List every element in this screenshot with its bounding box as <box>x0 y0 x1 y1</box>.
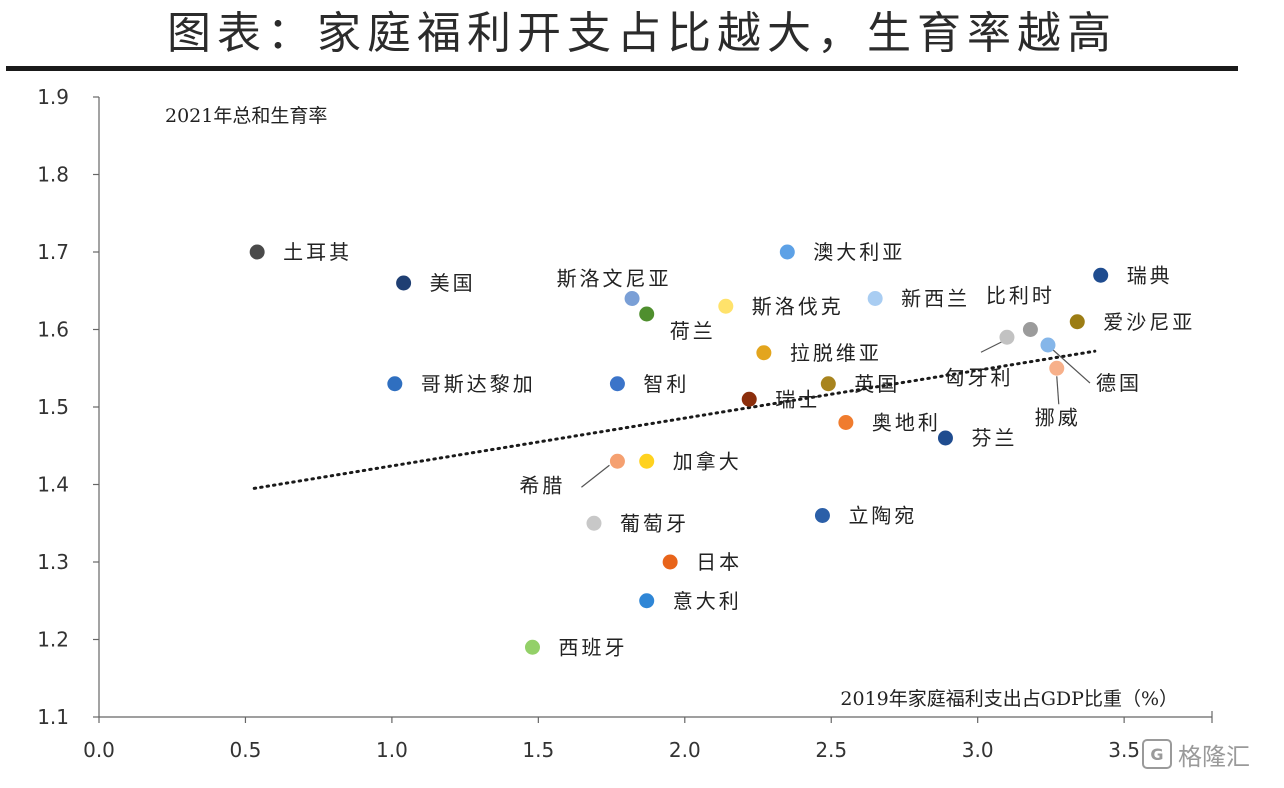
data-point-label: 奥地利 <box>872 411 941 435</box>
data-point-label: 斯洛伐克 <box>752 294 844 318</box>
data-point-label: 瑞士 <box>775 387 821 411</box>
data-point <box>999 329 1015 345</box>
leader-line <box>1051 348 1091 384</box>
data-point <box>609 376 625 392</box>
data-point <box>249 244 265 260</box>
watermark-logo-icon: G <box>1142 739 1172 769</box>
data-point-label: 比利时 <box>986 284 1055 308</box>
y-tick-label: 1.4 <box>37 473 69 497</box>
y-tick-label: 1.6 <box>37 318 69 342</box>
data-point-label: 土耳其 <box>283 240 352 264</box>
data-point-label: 加拿大 <box>673 449 742 473</box>
data-point <box>937 430 953 446</box>
data-point-label: 希腊 <box>519 473 565 497</box>
data-point-label: 斯洛文尼亚 <box>557 267 672 291</box>
y-tick-label: 1.2 <box>37 628 69 652</box>
data-point-label: 新西兰 <box>901 287 970 311</box>
data-point <box>779 244 795 260</box>
x-axis-title: 2019年家庭福利支出占GDP比重（%） <box>840 688 1178 710</box>
x-tick-label: 0.5 <box>230 738 262 762</box>
data-point <box>756 345 772 361</box>
x-tick-label: 3.0 <box>962 738 994 762</box>
data-point <box>1069 314 1085 330</box>
data-point <box>524 639 540 655</box>
data-point-label: 瑞典 <box>1127 263 1173 287</box>
data-point <box>639 453 655 469</box>
leader-lines <box>581 339 1091 488</box>
x-tick-label: 3.5 <box>1108 738 1140 762</box>
data-point-label: 芬兰 <box>971 426 1017 450</box>
data-point-label: 荷兰 <box>670 319 716 343</box>
data-point-label: 挪威 <box>1035 405 1081 429</box>
y-tick-label: 1.7 <box>37 240 69 264</box>
leader-line <box>581 464 610 488</box>
data-point-label: 立陶宛 <box>848 504 917 528</box>
x-tick-label: 1.0 <box>376 738 408 762</box>
y-axis-title: 2021年总和生育率 <box>165 105 327 127</box>
y-tick-label: 1.8 <box>37 163 69 187</box>
data-point-label: 拉脱维亚 <box>790 341 882 365</box>
trendline <box>252 349 1097 490</box>
x-tick-label: 2.0 <box>669 738 701 762</box>
y-tick-label: 1.5 <box>37 395 69 419</box>
data-point <box>1093 267 1109 283</box>
leader-line <box>1056 376 1060 405</box>
data-point <box>838 415 854 430</box>
data-point-label: 意大利 <box>673 589 742 613</box>
x-tick-label: 2.5 <box>815 738 847 762</box>
x-tick-label: 1.5 <box>522 738 554 762</box>
data-point-label: 德国 <box>1096 371 1142 395</box>
data-point <box>639 593 655 609</box>
y-tick-label: 1.3 <box>37 550 69 574</box>
leader-line <box>980 339 1006 353</box>
data-point <box>624 291 640 306</box>
watermark-text: 格隆汇 <box>1178 742 1250 771</box>
data-point <box>741 391 757 407</box>
data-point-label: 匈牙利 <box>944 365 1013 389</box>
title-divider <box>6 66 1238 71</box>
data-point-label: 哥斯达黎加 <box>421 372 536 396</box>
data-point-label: 澳大利亚 <box>813 240 905 264</box>
y-tick-label: 1.9 <box>37 85 69 109</box>
data-point-label: 葡萄牙 <box>620 511 689 535</box>
data-point-label: 日本 <box>696 550 742 574</box>
chart-axes: 1.1 1.2 1.3 1.4 1.5 1.6 1.7 1.8 1.9 0.0 0.5 1.0 1.5 2… <box>37 85 1213 762</box>
data-point <box>662 554 678 570</box>
trendline-layer <box>252 349 1097 490</box>
y-tick-label: 1.1 <box>37 705 69 729</box>
data-point-label: 美国 <box>430 271 476 295</box>
data-point <box>1049 360 1065 376</box>
data-point <box>814 508 830 523</box>
data-point <box>639 306 655 322</box>
watermark: G 格隆汇 <box>1142 734 1272 774</box>
data-point <box>820 376 836 392</box>
data-point <box>867 291 883 306</box>
data-point <box>387 376 403 392</box>
page-title: 图表：家庭福利开支占比越大，生育率越高 <box>167 8 1117 59</box>
data-point <box>718 298 734 314</box>
data-point-label: 西班牙 <box>558 635 627 659</box>
data-point <box>609 453 625 469</box>
data-point <box>1022 322 1038 337</box>
data-point <box>586 515 602 531</box>
data-point <box>396 275 412 291</box>
data-point-label: 英国 <box>854 372 900 396</box>
data-point-label: 爱沙尼亚 <box>1103 310 1195 334</box>
data-points <box>249 244 1109 655</box>
x-tick-label: 0.0 <box>83 738 115 762</box>
data-point <box>1040 337 1056 353</box>
data-point-label: 智利 <box>643 372 689 396</box>
